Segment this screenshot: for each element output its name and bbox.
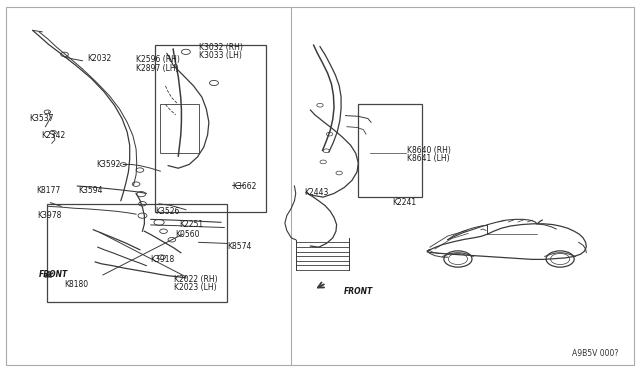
Text: FRONT: FRONT [39,270,68,279]
Text: K3032 (RH): K3032 (RH) [198,43,243,52]
Bar [161,105,198,153]
Bar [358,105,422,197]
Text: K8177: K8177 [36,186,61,195]
Text: K3662: K3662 [232,182,256,191]
Text: K2596 (RH): K2596 (RH) [136,55,180,64]
Text: K3526: K3526 [156,207,180,216]
Text: K8180: K8180 [65,280,89,289]
Text: K2251: K2251 [179,221,204,230]
Text: K2032: K2032 [87,54,111,62]
Text: K3537: K3537 [29,114,53,123]
Text: K3033 (LH): K3033 (LH) [198,51,241,60]
Text: K2023 (LH): K2023 (LH) [174,283,217,292]
Text: K2022 (RH): K2022 (RH) [174,275,218,284]
Bar [47,204,227,302]
Text: K0560: K0560 [175,230,200,239]
Text: K8641 (LH): K8641 (LH) [407,154,449,163]
Text: K3594: K3594 [78,186,102,195]
Text: FRONT: FRONT [344,287,374,296]
Text: K2897 (LH): K2897 (LH) [136,64,179,73]
Text: K2443: K2443 [305,188,329,197]
Text: K8640 (RH): K8640 (RH) [407,146,451,155]
Text: K2241: K2241 [392,198,416,207]
Text: K3918: K3918 [150,255,174,264]
Text: K3978: K3978 [38,211,62,220]
Text: K2342: K2342 [42,131,66,140]
Text: K8574: K8574 [227,241,252,250]
Text: K3592: K3592 [97,160,121,169]
Text: A9B5V 000?: A9B5V 000? [573,349,619,358]
Bar [156,45,266,212]
